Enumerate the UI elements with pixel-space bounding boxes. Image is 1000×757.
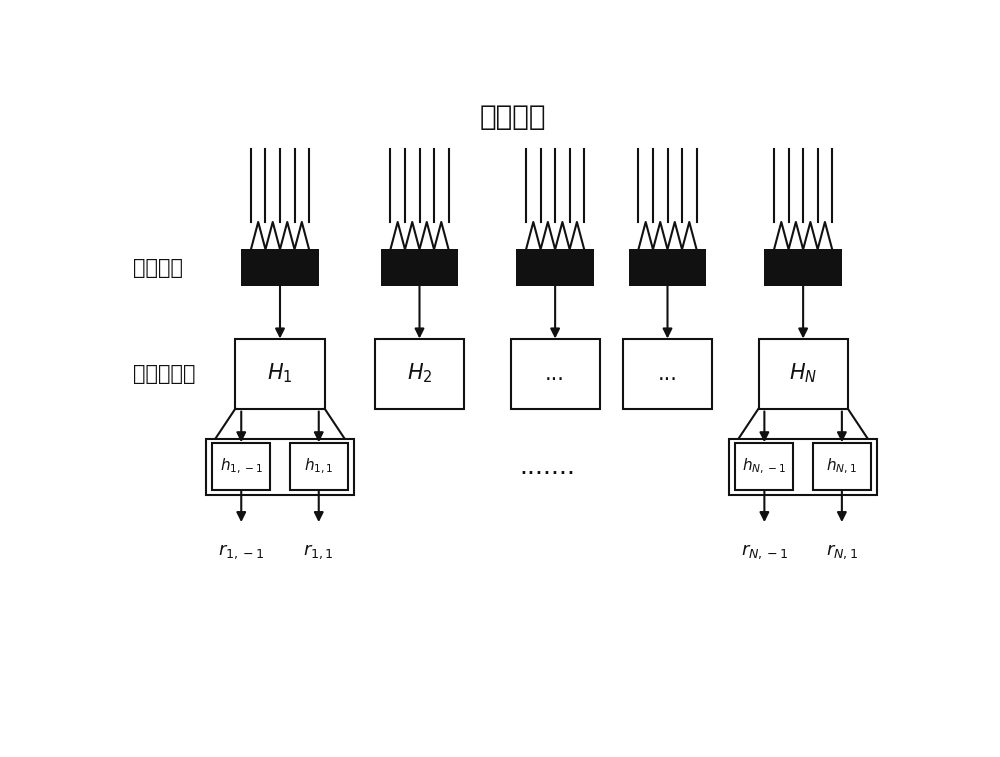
Bar <box>212 444 270 490</box>
Bar <box>206 439 354 495</box>
Bar <box>629 249 706 286</box>
Text: $H_2$: $H_2$ <box>407 362 432 385</box>
Text: $h_{1,-1}$: $h_{1,-1}$ <box>220 457 263 476</box>
Text: $h_{N,-1}$: $h_{N,-1}$ <box>742 457 786 476</box>
Text: ...: ... <box>658 363 677 384</box>
Bar <box>516 249 594 286</box>
Text: 回波信号: 回波信号 <box>479 103 546 131</box>
Bar <box>241 249 319 286</box>
Text: .......: ....... <box>519 455 575 479</box>
Bar <box>381 249 458 286</box>
Bar <box>729 439 877 495</box>
Text: $h_{1,1}$: $h_{1,1}$ <box>304 457 334 476</box>
Bar <box>813 444 871 490</box>
Text: $h_{N,1}$: $h_{N,1}$ <box>826 457 857 476</box>
Text: $r_{1,1}$: $r_{1,1}$ <box>303 542 334 561</box>
Text: $H_1$: $H_1$ <box>267 362 293 385</box>
Text: $r_{N,1}$: $r_{N,1}$ <box>826 542 858 561</box>
Bar <box>235 338 325 409</box>
Bar <box>290 444 348 490</box>
Bar <box>375 338 464 409</box>
Bar <box>764 249 842 286</box>
Text: ...: ... <box>545 363 565 384</box>
Bar <box>511 338 600 409</box>
Text: $r_{1,-1}$: $r_{1,-1}$ <box>218 542 264 561</box>
Bar <box>735 444 793 490</box>
Text: 接收阵元: 接收阵元 <box>133 257 183 278</box>
Text: 窄带滤波器: 窄带滤波器 <box>133 363 195 384</box>
Text: $H_N$: $H_N$ <box>789 362 817 385</box>
Bar <box>623 338 712 409</box>
Text: $r_{N,-1}$: $r_{N,-1}$ <box>741 542 788 561</box>
Bar <box>759 338 848 409</box>
